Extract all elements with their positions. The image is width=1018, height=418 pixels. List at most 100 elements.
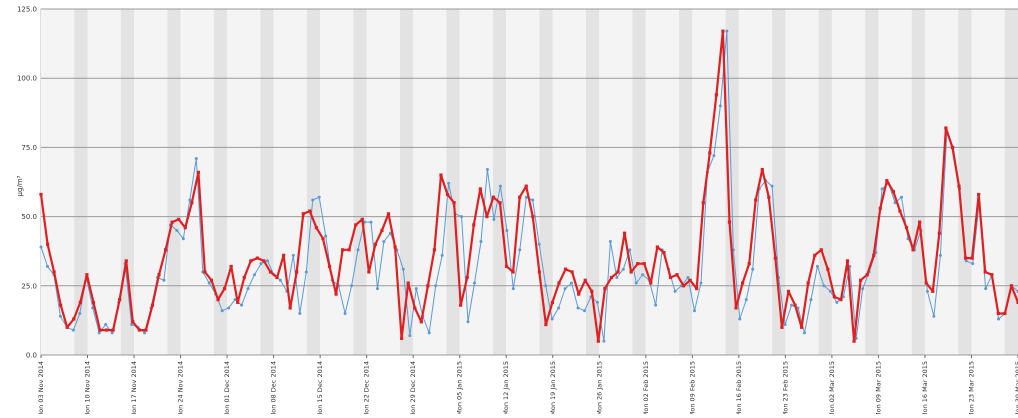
data-point [262, 259, 265, 262]
data-point [551, 318, 554, 321]
data-point [282, 254, 285, 257]
x-tick-label: Mon 12 Jan 2015 [502, 361, 510, 414]
data-point [112, 328, 115, 331]
y-tick-label: 100.0 [17, 75, 37, 83]
data-point [990, 273, 993, 276]
data-point [408, 334, 411, 337]
data-point [630, 270, 633, 273]
data-point [635, 282, 638, 285]
data-point [466, 276, 469, 279]
x-tick-label: Mon 03 Nov 2014 [37, 361, 45, 414]
data-point [92, 301, 95, 304]
data-point [790, 304, 793, 307]
data-point [826, 268, 829, 271]
data-point [564, 287, 567, 290]
data-point [505, 265, 508, 268]
data-point [162, 279, 165, 282]
data-point [662, 251, 665, 254]
x-tick-label: Mon 19 Jan 2015 [549, 361, 557, 414]
data-point [669, 276, 672, 279]
data-point [926, 290, 929, 293]
x-tick-label: Mon 02 Mar 2015 [828, 361, 836, 414]
data-point [879, 207, 882, 210]
y-tick-label: 75.0 [21, 144, 37, 152]
weekday-band [646, 9, 679, 355]
data-point [295, 270, 298, 273]
data-point [754, 198, 757, 201]
y-tick-label: 50.0 [21, 213, 37, 221]
data-point [105, 328, 108, 331]
data-point [118, 298, 121, 301]
data-point [53, 270, 56, 273]
data-point [557, 281, 560, 284]
data-point [564, 268, 567, 271]
data-point [784, 323, 787, 326]
weekday-band [599, 9, 632, 355]
data-point [498, 201, 501, 204]
data-point [486, 168, 489, 171]
data-point [518, 248, 521, 251]
data-point [807, 281, 810, 284]
data-point [800, 326, 803, 329]
data-point [525, 185, 528, 188]
x-tick-label: Mon 01 Dec 2014 [223, 361, 231, 414]
data-point [188, 198, 191, 201]
data-point [499, 185, 502, 188]
data-point [872, 254, 875, 257]
data-point [190, 201, 193, 204]
data-point [835, 301, 838, 304]
data-point [415, 287, 418, 290]
data-point [485, 215, 488, 218]
data-point [439, 173, 442, 176]
data-point [387, 212, 390, 215]
data-point [623, 232, 626, 235]
data-point [641, 273, 644, 276]
data-point [693, 309, 696, 312]
data-point [210, 279, 213, 282]
data-point [266, 259, 269, 262]
y-tick-label: 25.0 [21, 282, 37, 290]
data-point [402, 268, 405, 271]
data-point [197, 171, 200, 174]
data-point [971, 262, 974, 265]
data-point [839, 298, 842, 301]
data-point [538, 270, 541, 273]
data-point [741, 281, 744, 284]
data-point [203, 270, 206, 273]
weekend-band [167, 9, 180, 355]
data-point [944, 126, 947, 129]
data-point [367, 270, 370, 273]
data-point [492, 196, 495, 199]
data-point [348, 248, 351, 251]
data-point [247, 287, 250, 290]
data-point [256, 257, 259, 260]
data-point [479, 187, 482, 190]
data-point [813, 254, 816, 257]
data-point [911, 248, 914, 251]
data-point [452, 201, 455, 204]
data-point [227, 306, 230, 309]
data-point [643, 262, 646, 265]
data-point [918, 221, 921, 224]
data-point [616, 270, 619, 273]
x-tick-label: Mon 09 Mar 2015 [874, 361, 882, 414]
data-point [938, 232, 941, 235]
data-point [531, 198, 534, 201]
data-point [997, 318, 1000, 321]
data-point [143, 331, 146, 334]
data-point [702, 201, 705, 204]
data-point [557, 306, 560, 309]
data-point [382, 240, 385, 243]
data-point [144, 328, 147, 331]
data-point [820, 248, 823, 251]
data-point [602, 340, 605, 343]
data-point [852, 340, 855, 343]
data-point [426, 284, 429, 287]
data-point [447, 182, 450, 185]
data-point [311, 198, 314, 201]
data-point [259, 262, 262, 265]
data-point [350, 284, 353, 287]
data-point [175, 229, 178, 232]
